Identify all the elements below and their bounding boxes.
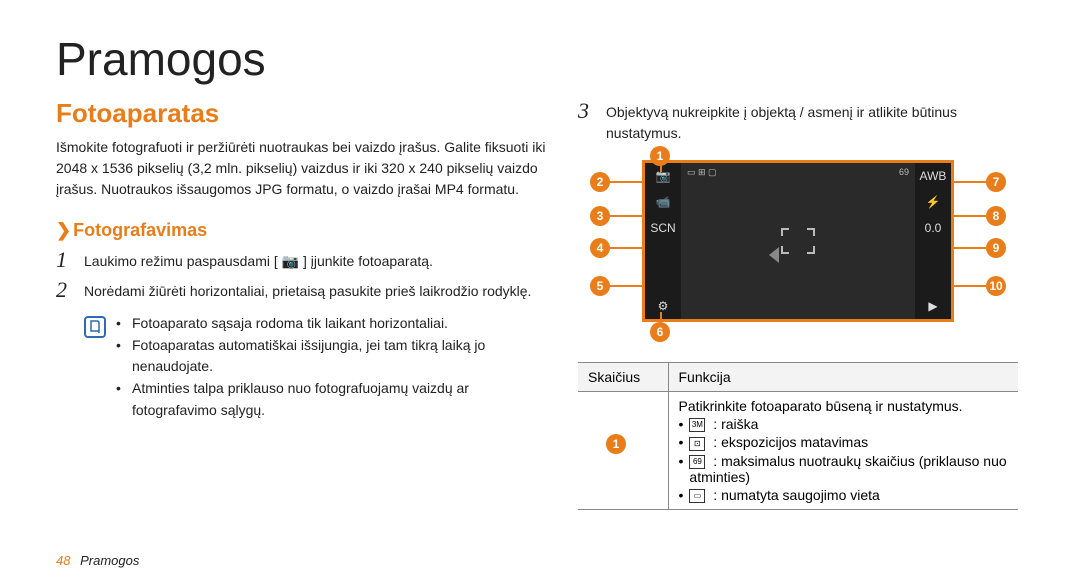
row-callout-1: 1 [606, 434, 626, 454]
table-header-number: Skaičius [578, 363, 668, 392]
step-number: 3 [578, 98, 598, 144]
resolution-icon: 3M [689, 418, 705, 432]
camera-mode-scn-icon: SCN [645, 215, 681, 241]
camera-flash-icon: ⚡ [915, 189, 951, 215]
callout-10: 10 [986, 276, 1006, 296]
note-bullets: •Fotoaparato sąsaja rodoma tik laikant h… [116, 313, 546, 421]
function-item: 69 : maksimalus nuotraukų skaičius (prik… [689, 453, 1008, 485]
callout-8: 8 [986, 206, 1006, 226]
camera-play-icon: ▶ [915, 293, 951, 319]
camera-diagram: 📷 📹 SCN ⚙ ▭ ⊞ ▢ 69 AWB ⚡ [590, 154, 1006, 346]
count-icon: 69 [689, 455, 705, 469]
step-1: 1 Laukimo režimu paspausdami [ 📷 ] įjunk… [56, 247, 546, 273]
right-column: 3 Objektyvą nukreipkite į objektą / asme… [578, 98, 1018, 510]
focus-brackets-icon [781, 228, 815, 254]
footer-label: Pramogos [80, 553, 139, 568]
step-text: Laukimo režimu paspausdami [ 📷 ] įjunkit… [84, 247, 433, 273]
camera-ev-icon: 0.0 [915, 215, 951, 241]
note-box: •Fotoaparato sąsaja rodoma tik laikant h… [84, 313, 546, 421]
function-item: 3M : raiška [689, 416, 758, 432]
function-intro: Patikrinkite fotoaparato būseną ir nusta… [679, 398, 1009, 414]
table-row: 1 Patikrinkite fotoaparato būseną ir nus… [578, 392, 1018, 510]
page-number: 48 [56, 553, 70, 568]
camera-arrow-left-icon [769, 247, 779, 263]
callout-7: 7 [986, 172, 1006, 192]
note-icon [84, 316, 106, 338]
chevron-icon: ❯ [56, 220, 71, 240]
camera-left-sidebar: 📷 📹 SCN ⚙ [645, 163, 681, 319]
camera-screen: 📷 📹 SCN ⚙ ▭ ⊞ ▢ 69 AWB ⚡ [642, 160, 954, 322]
function-item: ⊡ : ekspozicijos matavimas [689, 434, 868, 450]
function-list: Patikrinkite fotoaparato būseną ir nusta… [679, 398, 1009, 503]
camera-mode-photo-icon: 📷 [645, 163, 681, 189]
subheading: ❯Fotografavimas [56, 220, 546, 241]
step-text: Objektyvą nukreipkite į objektą / asmenį… [606, 98, 1018, 144]
step-2: 2 Norėdami žiūrėti horizontaliai, prieta… [56, 277, 546, 303]
page-title: Pramogos [56, 32, 1024, 86]
note-item: Atminties talpa priklauso nuo fotografuo… [132, 378, 546, 421]
callout-9: 9 [986, 238, 1006, 258]
metering-icon: ⊡ [689, 437, 705, 451]
step-number: 2 [56, 277, 76, 303]
note-item: Fotoaparato sąsaja rodoma tik laikant ho… [132, 313, 448, 335]
callout-3: 3 [590, 206, 610, 226]
callout-6: 6 [650, 322, 670, 342]
camera-settings-icon: ⚙ [645, 293, 681, 319]
camera-awb-icon: AWB [915, 163, 951, 189]
callout-5: 5 [590, 276, 610, 296]
function-item: ▭ : numatyta saugojimo vieta [689, 487, 879, 503]
table-header-function: Funkcija [668, 363, 1018, 392]
function-table: Skaičius Funkcija 1 Patikrinkite fotoapa… [578, 362, 1018, 510]
callout-2: 2 [590, 172, 610, 192]
step-3: 3 Objektyvą nukreipkite į objektą / asme… [578, 98, 1018, 144]
camera-counter: 69 [899, 167, 909, 177]
step-text: Norėdami žiūrėti horizontaliai, prietais… [84, 277, 531, 303]
note-item: Fotoaparatas automatiškai išsijungia, je… [132, 335, 546, 378]
storage-icon: ▭ [689, 489, 705, 503]
section-title: Fotoaparatas [56, 98, 546, 129]
camera-status-icons: ▭ ⊞ ▢ [687, 167, 717, 178]
left-column: Fotoaparatas Išmokite fotografuoti ir pe… [56, 98, 546, 510]
page-footer: 48 Pramogos [56, 553, 139, 568]
camera-right-sidebar: AWB ⚡ 0.0 ▶ [915, 163, 951, 319]
step-number: 1 [56, 247, 76, 273]
callout-4: 4 [590, 238, 610, 258]
intro-text: Išmokite fotografuoti ir peržiūrėti nuot… [56, 137, 546, 200]
callout-1: 1 [650, 146, 670, 166]
camera-viewfinder: ▭ ⊞ ▢ 69 [681, 163, 915, 319]
camera-mode-video-icon: 📹 [645, 189, 681, 215]
